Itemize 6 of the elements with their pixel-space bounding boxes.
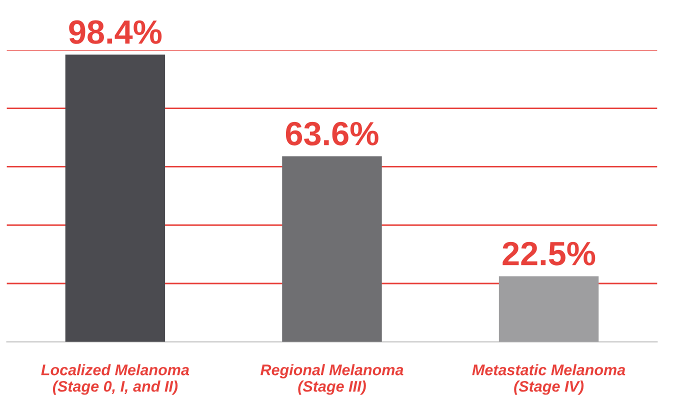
data-label: 22.5%	[502, 242, 596, 266]
data-label: 63.6%	[286, 122, 378, 146]
x-tick-label: Regional Melanoma (Stage III)	[260, 364, 404, 395]
data-label: 98.4%	[69, 20, 162, 44]
x-tick-label: Metastatic Melanoma (Stage IV)	[472, 364, 626, 395]
x-tick-label: Localized Melanoma (Stage 0, I, and II)	[41, 364, 190, 395]
